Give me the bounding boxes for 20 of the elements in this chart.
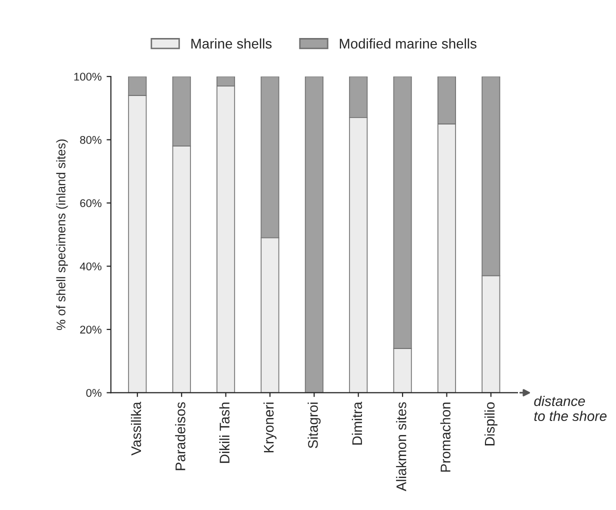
x-tick-label: Kryoneri (263, 402, 276, 452)
x-tick-label: Vassilika (130, 402, 142, 456)
legend-label: Modified marine shells (340, 38, 476, 49)
y-axis-title: % of shell specimens (inland sites) (56, 139, 68, 330)
bar (304, 76, 324, 393)
x-axis-title: distance to the shore (534, 396, 607, 422)
x-tick-label: Paradeisos (175, 402, 186, 470)
y-tick-label: 60% (80, 199, 102, 208)
x-tick-label: Aliakmon sites (396, 402, 406, 492)
y-tick-label: 40% (80, 262, 102, 270)
x-tick-label: Dispilio (484, 402, 498, 446)
y-tick-label: 100% (74, 72, 102, 81)
y-tick-label: 80% (80, 136, 102, 144)
legend-label: Marine shells (191, 38, 272, 49)
x-tick-label: Dimitra (352, 402, 362, 445)
x-tick-label: Sitagroi (308, 402, 321, 448)
y-tick-label: 20% (80, 326, 102, 334)
x-tick-label: Dikili Tash (219, 402, 230, 463)
y-tick-label: 0% (86, 388, 102, 397)
x-tick-label: Promachon (440, 402, 450, 472)
